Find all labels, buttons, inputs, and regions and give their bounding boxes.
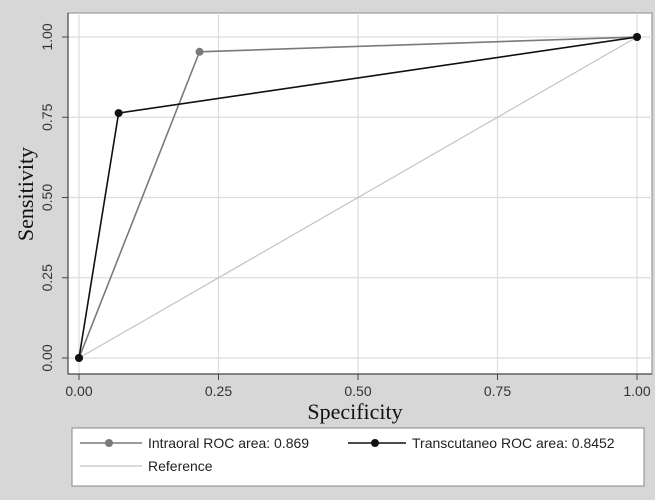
x-axis-title: Specificity: [307, 399, 402, 424]
legend-swatch-marker: [105, 439, 113, 447]
y-tick-label: 0.75: [39, 103, 55, 130]
legend: Intraoral ROC area: 0.869 Transcutaneo RO…: [71, 427, 645, 487]
x-tick-label: 0.75: [484, 383, 511, 399]
y-tick-label: 0.25: [39, 264, 55, 291]
legend-box: [71, 427, 645, 487]
legend-label: Transcutaneo ROC area: 0.8452: [412, 435, 615, 451]
y-tick-label: 1.00: [39, 23, 55, 50]
y-tick-label: 0.50: [39, 184, 55, 211]
legend-label: Reference: [148, 458, 213, 474]
gridlines: [68, 13, 652, 374]
x-tick-label: 1.00: [623, 383, 650, 399]
legend-items: Intraoral ROC area: 0.869 Transcutaneo RO…: [80, 435, 615, 474]
series-layer: [75, 33, 641, 362]
data-point-0: [195, 47, 204, 56]
legend-swatch-marker: [371, 439, 379, 447]
x-tick-label: 0.25: [205, 383, 232, 399]
data-point-1: [75, 354, 83, 362]
data-point-1: [633, 33, 641, 41]
x-tick-label: 0.50: [344, 383, 371, 399]
axis-ticks: 0.00 0.25 0.50 0.75 1.00 0.00 0.25 0.50 0.75 1.00: [39, 23, 651, 399]
legend-label: Intraoral ROC area: 0.869: [148, 435, 309, 451]
data-point-1: [114, 109, 123, 118]
series-line-2: [78, 36, 638, 359]
plot-area: [67, 12, 653, 375]
x-tick-label: 0.00: [65, 383, 92, 399]
y-axis-title: Sensitivity: [13, 147, 38, 241]
y-tick-label: 0.00: [39, 344, 55, 371]
